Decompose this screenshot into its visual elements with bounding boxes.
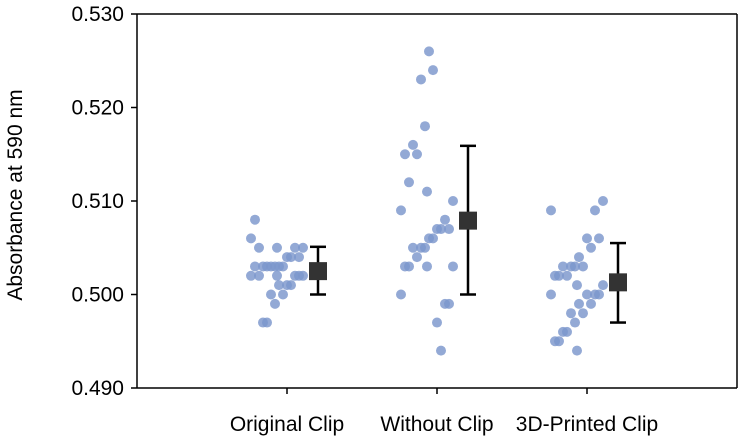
- data-point: [270, 261, 280, 272]
- data-point: [428, 65, 438, 76]
- x-ticks: Original Clip Without Clip 3D-Printed Clip: [230, 388, 658, 436]
- data-point: [396, 205, 406, 216]
- data-point: [444, 298, 454, 309]
- data-point: [582, 289, 592, 300]
- data-point: [590, 205, 600, 216]
- data-point: [546, 289, 556, 300]
- data-point: [416, 74, 426, 85]
- data-point: [278, 261, 288, 272]
- data-point: [266, 289, 276, 300]
- data-point: [250, 214, 260, 225]
- data-point: [286, 252, 296, 263]
- data-point: [270, 298, 280, 309]
- data-point: [554, 270, 564, 281]
- data-point: [420, 121, 430, 132]
- data-point: [420, 242, 430, 253]
- data-point: [586, 298, 596, 309]
- data-point: [412, 149, 422, 160]
- data-point: [412, 252, 422, 263]
- y-tick-label: 0.510: [71, 190, 124, 213]
- data-point: [448, 261, 458, 272]
- data-point: [598, 196, 608, 206]
- data-point: [408, 139, 418, 150]
- data-point: [582, 233, 592, 244]
- x-tick-label: Without Clip: [380, 413, 493, 436]
- mean-marker: [609, 273, 627, 292]
- data-points: [246, 46, 608, 356]
- mean-marker: [309, 262, 327, 281]
- data-point: [432, 317, 442, 328]
- data-point: [278, 289, 288, 300]
- y-axis-title: Absorbance at 590 nm: [4, 89, 27, 300]
- data-point: [286, 280, 296, 291]
- data-point: [294, 270, 304, 281]
- data-point: [422, 186, 432, 197]
- data-point: [262, 317, 272, 328]
- data-point: [400, 149, 410, 160]
- y-tick-label: 0.530: [71, 3, 124, 26]
- data-point: [246, 270, 256, 281]
- data-point: [572, 280, 582, 291]
- data-point: [444, 224, 454, 235]
- data-point: [436, 345, 446, 356]
- data-point: [246, 233, 256, 244]
- data-point: [448, 196, 458, 206]
- data-point: [572, 345, 582, 356]
- data-point: [408, 242, 418, 253]
- data-point: [272, 270, 282, 281]
- data-point: [574, 298, 584, 309]
- data-point: [272, 242, 282, 253]
- data-point: [262, 261, 272, 272]
- data-point: [594, 233, 604, 244]
- data-point: [254, 242, 264, 253]
- data-point: [578, 261, 588, 272]
- data-point: [290, 242, 300, 253]
- data-point: [396, 289, 406, 300]
- data-point: [428, 233, 438, 244]
- data-point: [586, 242, 596, 253]
- data-point: [554, 336, 564, 347]
- data-point: [578, 308, 588, 319]
- data-point: [574, 252, 584, 263]
- data-point: [436, 224, 446, 235]
- data-point: [294, 252, 304, 263]
- data-point: [558, 261, 568, 272]
- data-point: [594, 289, 604, 300]
- mean-error-bars: [309, 144, 627, 324]
- data-point: [424, 46, 434, 57]
- data-point: [404, 261, 414, 272]
- data-point: [598, 280, 608, 291]
- data-point: [566, 308, 576, 319]
- data-point: [546, 205, 556, 216]
- y-ticks: 0.490 0.500 0.510 0.520 0.530: [71, 3, 137, 400]
- data-point: [404, 177, 414, 188]
- y-tick-label: 0.500: [71, 284, 124, 307]
- x-tick-label: Original Clip: [230, 413, 344, 436]
- data-point: [562, 270, 572, 281]
- data-point: [250, 261, 260, 272]
- x-tick-label: 3D-Printed Clip: [516, 413, 658, 436]
- data-point: [298, 242, 308, 253]
- mean-marker: [459, 211, 477, 230]
- data-point: [254, 270, 264, 281]
- data-point: [274, 280, 284, 291]
- data-point: [562, 326, 572, 337]
- data-point: [570, 261, 580, 272]
- data-point: [440, 214, 450, 225]
- y-tick-label: 0.490: [71, 377, 124, 400]
- y-tick-label: 0.520: [71, 97, 124, 120]
- data-point: [570, 317, 580, 328]
- data-point: [422, 261, 432, 272]
